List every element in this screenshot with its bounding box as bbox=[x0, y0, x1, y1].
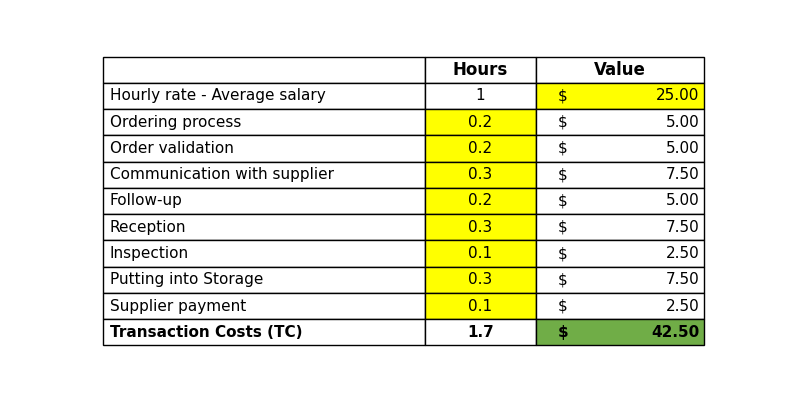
Text: Ordering process: Ordering process bbox=[110, 115, 241, 130]
Bar bbox=[103, 109, 425, 135]
Bar bbox=[536, 267, 704, 293]
Text: Follow-up: Follow-up bbox=[110, 194, 183, 209]
Bar bbox=[103, 162, 425, 188]
Text: Supplier payment: Supplier payment bbox=[110, 299, 246, 314]
Text: Hourly rate - Average salary: Hourly rate - Average salary bbox=[110, 88, 325, 103]
Text: $: $ bbox=[558, 246, 567, 261]
Bar bbox=[425, 135, 536, 162]
Text: $: $ bbox=[558, 88, 567, 103]
Bar bbox=[425, 56, 536, 83]
Bar bbox=[103, 241, 425, 267]
Text: 0.2: 0.2 bbox=[468, 141, 492, 156]
Bar bbox=[425, 188, 536, 214]
Text: 5.00: 5.00 bbox=[666, 141, 699, 156]
Text: 0.3: 0.3 bbox=[468, 220, 492, 235]
Text: $: $ bbox=[558, 194, 567, 209]
Bar bbox=[536, 83, 704, 109]
Bar bbox=[536, 188, 704, 214]
Text: 0.1: 0.1 bbox=[468, 299, 492, 314]
Text: 5.00: 5.00 bbox=[666, 194, 699, 209]
Text: 1.7: 1.7 bbox=[467, 325, 494, 340]
Text: 0.3: 0.3 bbox=[468, 167, 492, 182]
Text: $: $ bbox=[558, 220, 567, 235]
Text: Putting into Storage: Putting into Storage bbox=[110, 272, 263, 287]
Text: $: $ bbox=[558, 325, 569, 340]
Text: 2.50: 2.50 bbox=[666, 246, 699, 261]
Bar bbox=[536, 109, 704, 135]
Bar bbox=[425, 319, 536, 346]
Bar bbox=[425, 83, 536, 109]
Bar bbox=[536, 319, 704, 346]
Bar bbox=[103, 135, 425, 162]
Text: 0.1: 0.1 bbox=[468, 246, 492, 261]
Bar bbox=[103, 319, 425, 346]
Bar bbox=[103, 293, 425, 319]
Text: $: $ bbox=[558, 167, 567, 182]
Text: 7.50: 7.50 bbox=[666, 167, 699, 182]
Bar bbox=[103, 214, 425, 241]
Bar bbox=[103, 188, 425, 214]
Bar bbox=[425, 241, 536, 267]
Text: Value: Value bbox=[594, 61, 646, 79]
Bar bbox=[536, 214, 704, 241]
Text: 25.00: 25.00 bbox=[656, 88, 699, 103]
Text: Communication with supplier: Communication with supplier bbox=[110, 167, 334, 182]
Bar bbox=[425, 267, 536, 293]
Bar bbox=[425, 109, 536, 135]
Text: 0.3: 0.3 bbox=[468, 272, 492, 287]
Bar bbox=[536, 162, 704, 188]
Bar bbox=[536, 56, 704, 83]
Text: Hours: Hours bbox=[453, 61, 508, 79]
Text: 2.50: 2.50 bbox=[666, 299, 699, 314]
Text: Transaction Costs (TC): Transaction Costs (TC) bbox=[110, 325, 303, 340]
Text: Order validation: Order validation bbox=[110, 141, 234, 156]
Bar bbox=[536, 241, 704, 267]
Bar bbox=[103, 83, 425, 109]
Bar bbox=[103, 267, 425, 293]
Text: 0.2: 0.2 bbox=[468, 115, 492, 130]
Text: $: $ bbox=[558, 115, 567, 130]
Bar bbox=[536, 293, 704, 319]
Bar bbox=[425, 214, 536, 241]
Text: 42.50: 42.50 bbox=[651, 325, 699, 340]
Text: 1: 1 bbox=[476, 88, 485, 103]
Text: 7.50: 7.50 bbox=[666, 220, 699, 235]
Bar bbox=[536, 135, 704, 162]
Text: Reception: Reception bbox=[110, 220, 186, 235]
Text: 7.50: 7.50 bbox=[666, 272, 699, 287]
Bar bbox=[103, 56, 425, 83]
Text: 0.2: 0.2 bbox=[468, 194, 492, 209]
Text: 5.00: 5.00 bbox=[666, 115, 699, 130]
Text: Inspection: Inspection bbox=[110, 246, 189, 261]
Bar bbox=[425, 293, 536, 319]
Text: $: $ bbox=[558, 272, 567, 287]
Text: $: $ bbox=[558, 141, 567, 156]
Text: $: $ bbox=[558, 299, 567, 314]
Bar bbox=[425, 162, 536, 188]
